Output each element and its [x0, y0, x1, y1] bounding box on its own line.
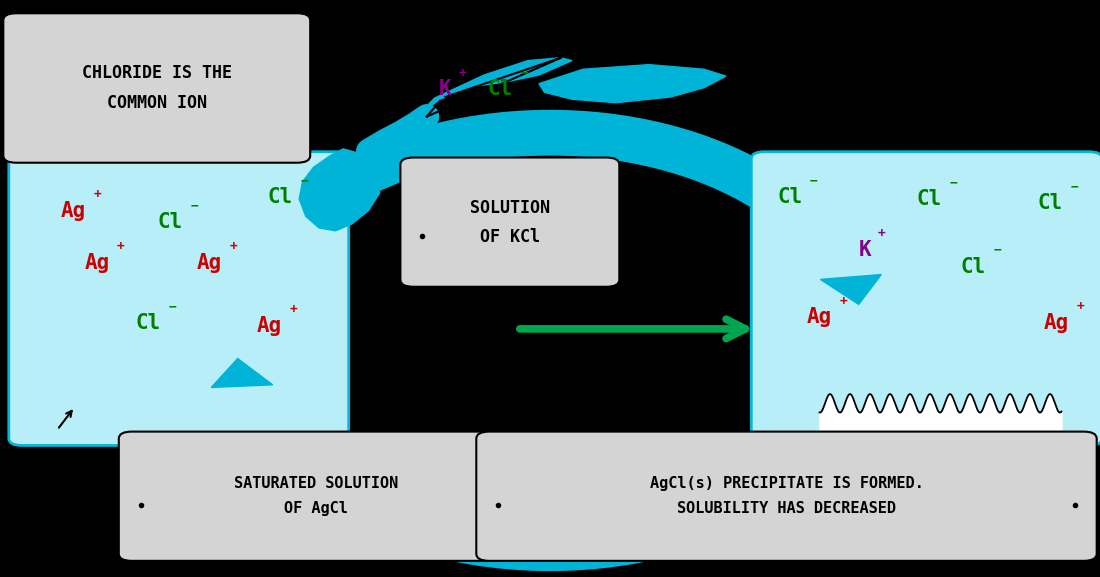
Text: +: + — [877, 227, 886, 240]
Text: Cl: Cl — [136, 313, 161, 333]
Text: Ag: Ag — [257, 316, 282, 336]
Polygon shape — [539, 65, 726, 103]
Polygon shape — [821, 275, 881, 304]
Text: +: + — [458, 67, 466, 80]
Polygon shape — [418, 58, 572, 115]
Text: +: + — [229, 240, 238, 253]
Text: Cl: Cl — [961, 257, 986, 276]
Text: Cl: Cl — [268, 188, 293, 207]
FancyBboxPatch shape — [9, 152, 349, 445]
Text: Ag: Ag — [1044, 313, 1068, 333]
Text: K: K — [439, 80, 452, 99]
Text: +: + — [1076, 301, 1085, 313]
Text: −: − — [168, 301, 177, 313]
FancyBboxPatch shape — [3, 13, 310, 163]
Text: +: + — [117, 240, 125, 253]
FancyBboxPatch shape — [476, 432, 1097, 561]
Text: SATURATED SOLUTION
OF AgCl: SATURATED SOLUTION OF AgCl — [234, 477, 398, 516]
Text: Cl: Cl — [917, 189, 942, 209]
FancyBboxPatch shape — [119, 432, 514, 561]
Text: −: − — [810, 175, 818, 188]
Text: Cl: Cl — [778, 188, 802, 207]
Text: Cl: Cl — [158, 212, 183, 232]
Text: −: − — [1070, 181, 1079, 193]
Text: −: − — [949, 177, 958, 189]
Text: −: − — [520, 67, 529, 80]
Polygon shape — [299, 149, 380, 231]
Text: −: − — [300, 175, 309, 188]
Text: −: − — [190, 200, 199, 212]
Text: Ag: Ag — [197, 253, 221, 272]
Polygon shape — [211, 358, 273, 387]
Text: +: + — [839, 295, 848, 308]
Text: −: − — [993, 244, 1002, 257]
Text: SOLUTION
OF KCl: SOLUTION OF KCl — [470, 198, 550, 246]
Text: Ag: Ag — [62, 201, 86, 220]
Text: +: + — [94, 188, 102, 201]
Text: AgCl(s) PRECIPITATE IS FORMED.
SOLUBILITY HAS DECREASED: AgCl(s) PRECIPITATE IS FORMED. SOLUBILIT… — [650, 477, 923, 516]
FancyBboxPatch shape — [751, 152, 1100, 445]
Text: +: + — [289, 304, 298, 316]
Text: Cl: Cl — [488, 80, 513, 99]
FancyBboxPatch shape — [400, 158, 619, 287]
Text: Ag: Ag — [807, 308, 832, 327]
Text: CHLORIDE IS THE
COMMON ION: CHLORIDE IS THE COMMON ION — [81, 65, 232, 111]
Text: Cl: Cl — [1038, 193, 1063, 213]
Text: K: K — [858, 240, 871, 260]
Text: Ag: Ag — [85, 253, 109, 272]
